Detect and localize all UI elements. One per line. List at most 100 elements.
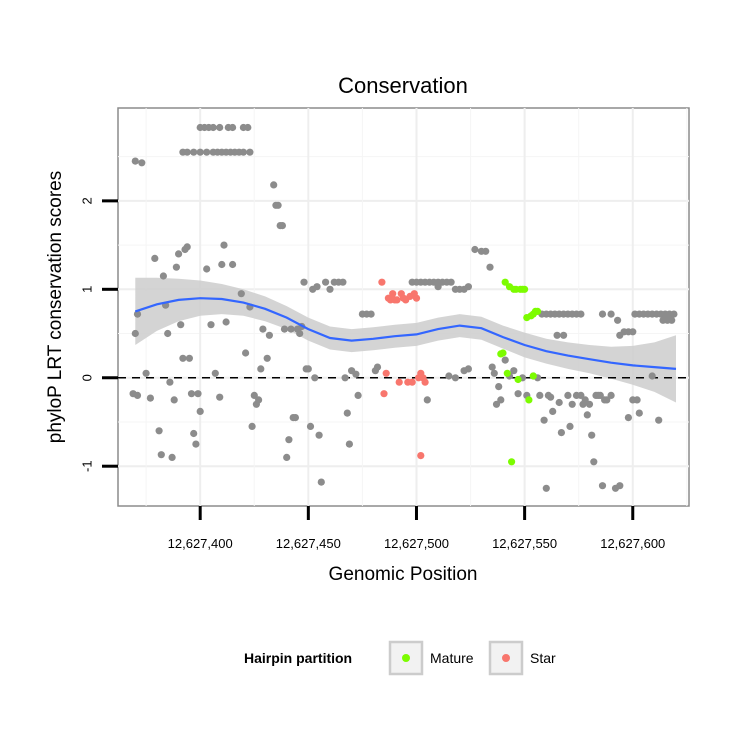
- data-point-other: [577, 310, 585, 318]
- data-point-other: [244, 123, 252, 132]
- data-point-other: [259, 325, 267, 333]
- data-point-other: [218, 260, 226, 269]
- data-point-other: [220, 241, 228, 249]
- data-point-other: [239, 148, 247, 156]
- data-point-other: [547, 393, 555, 401]
- data-point-other: [343, 409, 351, 417]
- data-point-other: [367, 310, 375, 318]
- points-other: [129, 123, 678, 492]
- data-point-other: [471, 245, 479, 254]
- data-point-other: [151, 254, 159, 262]
- data-point-other: [190, 429, 198, 438]
- smooth-line: [134, 297, 677, 370]
- data-point-other: [501, 356, 509, 364]
- data-point-other: [190, 148, 198, 156]
- data-point-other: [464, 283, 472, 291]
- data-point-other: [185, 354, 193, 362]
- data-point-mature: [521, 285, 529, 293]
- points-star: [378, 278, 429, 460]
- data-point-other: [633, 396, 641, 404]
- data-point-other: [263, 354, 271, 362]
- data-point-other: [603, 396, 611, 404]
- data-point-other: [445, 372, 453, 380]
- data-point-other: [170, 396, 178, 404]
- data-point-other: [339, 278, 347, 286]
- data-point-other: [131, 157, 139, 165]
- x-tick-label: 12,627,500: [384, 536, 449, 551]
- data-point-other: [464, 365, 472, 373]
- data-point-other: [133, 391, 142, 399]
- data-point-mature: [503, 369, 511, 377]
- data-point-star: [395, 378, 403, 386]
- data-point-other: [590, 458, 598, 466]
- data-point-other: [655, 416, 663, 424]
- data-point-other: [598, 310, 607, 318]
- points-mature: [497, 278, 542, 466]
- data-point-star: [380, 390, 388, 398]
- data-point-other: [187, 390, 196, 398]
- data-point-other: [207, 321, 215, 329]
- data-point-other: [451, 374, 459, 382]
- data-point-other: [624, 414, 633, 422]
- y-tick-label: 2: [80, 197, 95, 204]
- data-point-other: [155, 427, 163, 435]
- data-point-star: [382, 369, 390, 377]
- chart-title: Conservation: [338, 73, 468, 98]
- data-point-other: [354, 391, 362, 399]
- data-point-other: [495, 383, 503, 391]
- data-point-other: [196, 148, 204, 156]
- data-point-other: [157, 451, 165, 459]
- data-point-other: [423, 396, 431, 404]
- data-point-star: [417, 452, 425, 460]
- data-point-other: [203, 265, 211, 273]
- data-point-other: [616, 482, 624, 490]
- data-point-other: [514, 390, 522, 398]
- data-point-other: [326, 285, 334, 293]
- data-point-other: [175, 250, 183, 258]
- data-point-other: [588, 431, 596, 439]
- data-point-other: [296, 329, 304, 338]
- data-point-mature: [514, 375, 522, 384]
- data-point-other: [172, 263, 180, 271]
- data-point-other: [265, 331, 273, 339]
- y-tick-label: 0: [80, 374, 95, 381]
- data-point-other: [598, 482, 607, 490]
- data-point-other: [248, 422, 256, 430]
- data-point-other: [229, 123, 237, 132]
- data-point-other: [257, 365, 265, 373]
- x-tick-label: 12,627,550: [492, 536, 557, 551]
- data-point-other: [138, 159, 146, 167]
- data-point-other: [285, 436, 293, 444]
- data-point-other: [486, 263, 494, 271]
- data-point-other: [488, 363, 496, 371]
- data-point-other: [585, 400, 594, 408]
- data-point-other: [373, 363, 382, 371]
- data-point-other: [280, 325, 289, 333]
- data-point-other: [497, 396, 505, 404]
- data-point-other: [229, 260, 237, 269]
- data-point-other: [211, 369, 219, 377]
- data-point-other: [607, 310, 615, 318]
- data-point-other: [581, 396, 589, 404]
- data-point-mature: [529, 372, 537, 380]
- data-point-other: [345, 440, 353, 448]
- data-point-other: [670, 310, 678, 318]
- data-point-other: [209, 123, 217, 132]
- data-point-other: [583, 411, 591, 419]
- data-point-other: [192, 440, 200, 448]
- data-point-other: [179, 354, 187, 362]
- data-point-other: [564, 391, 572, 399]
- data-point-other: [322, 278, 330, 286]
- data-point-other: [222, 318, 230, 326]
- legend-label-mature: Mature: [430, 650, 474, 666]
- data-point-other: [577, 391, 585, 399]
- data-point-other: [557, 429, 566, 437]
- data-point-other: [313, 283, 321, 291]
- x-tick-label: 12,627,450: [276, 536, 341, 551]
- confidence-ribbon: [135, 277, 677, 403]
- data-point-other: [274, 201, 282, 209]
- data-point-other: [164, 329, 172, 338]
- data-point-other: [482, 247, 490, 255]
- data-point-other: [607, 391, 615, 399]
